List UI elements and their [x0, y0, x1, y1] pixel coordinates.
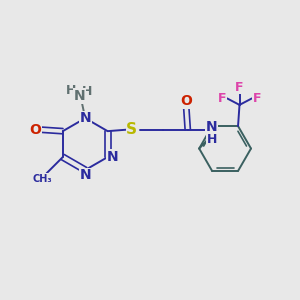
- Text: S: S: [126, 122, 137, 137]
- Text: H: H: [207, 134, 217, 146]
- Text: F: F: [235, 81, 244, 94]
- Text: N: N: [80, 168, 91, 182]
- Text: O: O: [180, 94, 192, 108]
- Text: N: N: [80, 111, 91, 125]
- Text: N: N: [107, 150, 119, 164]
- Text: H: H: [82, 85, 92, 98]
- Text: F: F: [218, 92, 226, 105]
- Text: H: H: [66, 84, 76, 97]
- Text: O: O: [29, 123, 41, 137]
- Text: F: F: [253, 92, 261, 105]
- Text: N: N: [74, 89, 85, 103]
- Text: N: N: [206, 120, 218, 134]
- Text: CH₃: CH₃: [32, 174, 52, 184]
